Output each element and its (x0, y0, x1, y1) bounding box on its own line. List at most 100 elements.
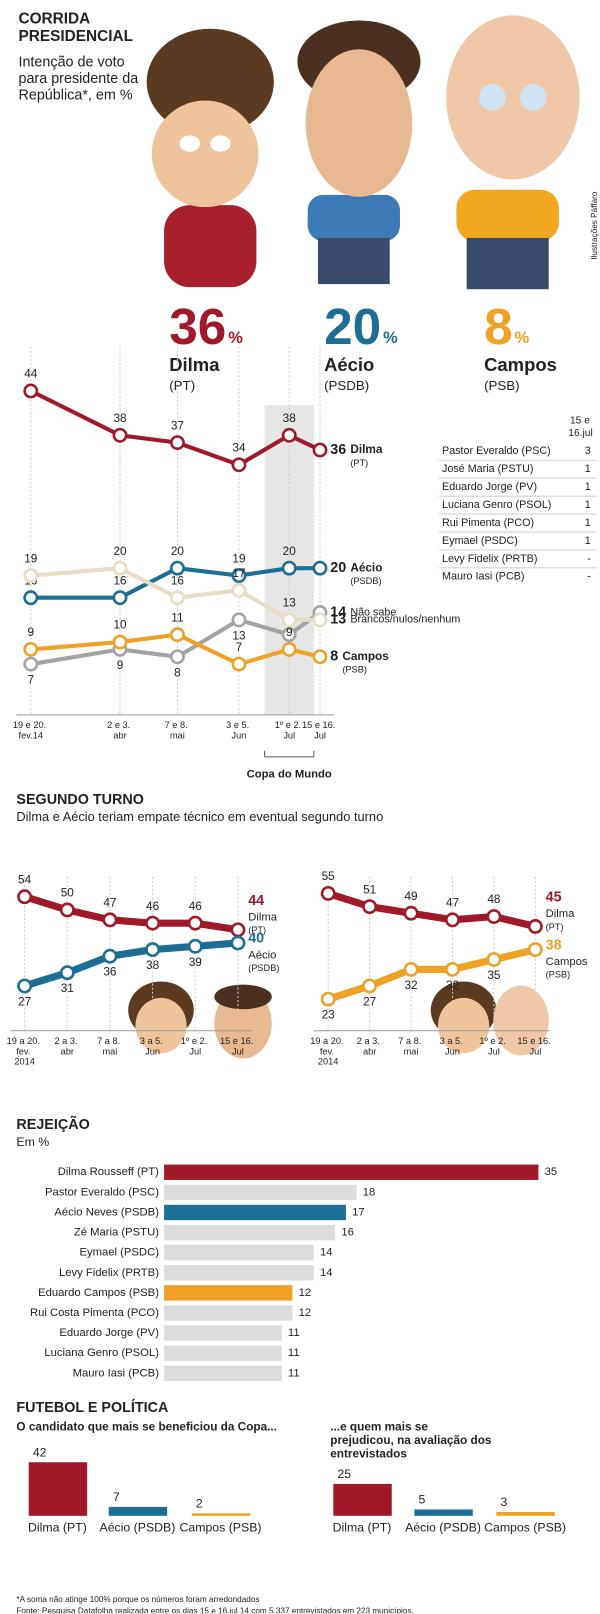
value-label: 16 (171, 574, 185, 587)
y-tick-label: Eduardo Jorge (PV) (59, 1327, 159, 1339)
value-label: 35 (545, 1166, 558, 1178)
series-party: (PSDB) (350, 576, 381, 586)
value-label: 38 (113, 412, 127, 425)
marker (187, 915, 203, 931)
value-label: 13 (232, 629, 246, 642)
marker (187, 938, 203, 954)
marker (312, 612, 328, 628)
annotation: Copa do Mundo (247, 768, 332, 780)
value-label: 11 (288, 1327, 300, 1339)
marker (312, 442, 328, 458)
table-value: 3 (585, 445, 591, 457)
bar (496, 1512, 555, 1516)
table-value: 1 (585, 481, 591, 493)
x-tick-label: Campos (PSB) (179, 1520, 261, 1534)
marker (112, 590, 128, 606)
marker (59, 965, 75, 981)
table-label: José Maria (PSTU) (442, 463, 533, 475)
x-tick-label: 3 a 5. Jun (440, 1036, 466, 1056)
subtitle: Intenção de voto para presidente da Repú… (18, 53, 139, 103)
bar (108, 1506, 168, 1516)
x-tick-label: 3 e 5. Jun (226, 721, 252, 741)
value-label: 18 (363, 1186, 376, 1198)
bar (164, 1204, 346, 1221)
x-tick-label: Aécio (PSDB) (405, 1520, 481, 1534)
x-tick-label: Aécio (PSDB) (100, 1520, 176, 1534)
value-label: 54 (18, 873, 32, 886)
marker (320, 885, 336, 901)
end-value: 38 (546, 937, 562, 953)
bar (164, 1325, 282, 1341)
series-name: Aécio (350, 561, 382, 574)
value-label: 5 (418, 1492, 425, 1506)
marker (527, 919, 543, 934)
marker (23, 383, 39, 399)
value-label: 12 (299, 1287, 312, 1299)
series-name: Dilma (546, 908, 576, 920)
x-tick-label: 2 a 3. abr (357, 1036, 383, 1056)
value-label: 51 (363, 883, 376, 896)
end-value: 14 (330, 604, 346, 620)
marker (59, 902, 75, 918)
marker (281, 560, 297, 576)
y-tick-label: Pastor Everaldo (PSC) (45, 1186, 159, 1198)
marker (230, 935, 246, 951)
marker (312, 560, 328, 576)
table-label: Luciana Genro (PSOL) (442, 499, 551, 511)
marker (23, 568, 39, 584)
marker (145, 942, 161, 958)
bar (191, 1513, 251, 1516)
series-name: Campos (342, 650, 389, 663)
value-label: 49 (405, 890, 418, 903)
marker (23, 641, 39, 657)
value-label: 7 (27, 674, 34, 687)
headline-name: Dilma (169, 354, 220, 375)
y-tick-label: Aécio Neves (PSDB) (54, 1206, 159, 1218)
headline-party: (PSDB) (324, 378, 369, 393)
section-subtitle: O candidato que mais se beneficiou da Co… (16, 1421, 277, 1434)
value-label: 20 (113, 545, 127, 558)
table-value: 1 (585, 499, 591, 511)
value-label: 11 (288, 1367, 300, 1379)
series-line (23, 939, 239, 990)
value-label: 36 (103, 966, 117, 979)
marker (112, 427, 128, 443)
marker (169, 435, 185, 451)
series-name: Dilma (350, 443, 383, 456)
marker (17, 889, 33, 905)
x-tick-label: 19 e 20. fev.14 (13, 721, 49, 741)
bar (164, 1164, 539, 1180)
bar (164, 1285, 293, 1301)
section-title: FUTEBOL E POLÍTICA (16, 1399, 168, 1416)
value-label: 17 (352, 1206, 365, 1218)
headline-value: 8 (484, 298, 513, 355)
marker (169, 627, 185, 643)
headline-party: (PT) (169, 378, 195, 393)
value-label: 20 (171, 545, 185, 558)
series-line (327, 889, 537, 930)
x-tick-label: 3 a 5. Jun (140, 1036, 166, 1056)
marker (230, 922, 246, 938)
series-party: (PT) (350, 458, 368, 468)
value-label: 44 (24, 368, 38, 381)
x-tick-label: 2 e 3. abr (107, 721, 133, 741)
section-subtitle: Em % (16, 1135, 49, 1149)
marker (23, 656, 39, 672)
series-line (23, 893, 239, 934)
bar (164, 1305, 293, 1321)
bar (414, 1509, 473, 1516)
value-label: 48 (487, 893, 501, 906)
value-label: 47 (103, 897, 116, 910)
marker (486, 952, 502, 967)
marker (231, 582, 247, 598)
series-party: (PSB) (546, 970, 571, 980)
x-tick-label: 2 a 3. abr (54, 1036, 80, 1056)
credit: Ilustrações Páffaro (590, 191, 599, 260)
bar (164, 1265, 314, 1281)
table-value: 1 (585, 517, 591, 529)
marker (169, 560, 185, 576)
section-subtitle: Dilma e Aécio teriam empate técnico em e… (16, 809, 383, 824)
y-tick-label: Eduardo Campos (PSB) (38, 1287, 159, 1299)
x-tick-label: Campos (PSB) (484, 1520, 566, 1534)
